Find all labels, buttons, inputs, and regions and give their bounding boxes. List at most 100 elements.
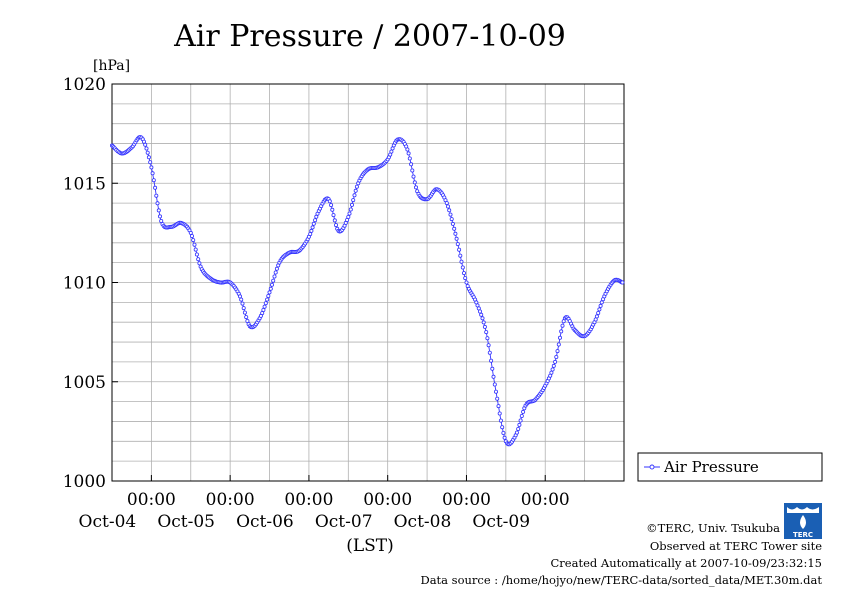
legend-box — [637, 452, 823, 482]
series-point — [311, 221, 316, 226]
series-point — [273, 270, 278, 275]
series-point — [449, 217, 454, 222]
x-tick-date-label: Oct-04 — [79, 512, 137, 532]
series-point — [447, 208, 452, 213]
series-point — [491, 374, 496, 379]
grid-lines — [112, 84, 624, 481]
series-point — [489, 358, 494, 363]
series-point — [556, 342, 561, 347]
series-point — [309, 228, 314, 233]
series-point — [354, 184, 359, 189]
series-point — [242, 310, 247, 315]
series-point — [445, 204, 450, 209]
series-point — [153, 185, 158, 190]
series-point — [457, 247, 462, 252]
series-point — [331, 213, 336, 218]
series-point — [389, 149, 394, 154]
series-point — [351, 198, 356, 203]
series-point — [194, 252, 199, 257]
series-point — [497, 411, 502, 416]
x-tick-time-label: 00:00 — [127, 490, 176, 510]
series-point — [332, 218, 337, 223]
series-point — [239, 297, 244, 302]
series-point — [268, 286, 273, 291]
x-tick-time-label: 00:00 — [284, 490, 333, 510]
series-point — [330, 207, 335, 212]
series-point — [495, 396, 500, 401]
series-point — [559, 329, 564, 334]
series-point — [352, 193, 357, 198]
series-point — [480, 316, 485, 321]
series-point — [197, 261, 202, 266]
series-point — [455, 242, 460, 247]
series-point — [193, 247, 198, 252]
logo-text: TERC — [793, 531, 813, 539]
series-point — [188, 230, 193, 235]
x-tick-date-label: Oct-06 — [236, 512, 294, 532]
legend-entry-air-pressure: Air Pressure — [663, 458, 759, 476]
series-point — [492, 382, 497, 387]
series-point — [148, 160, 153, 165]
x-tick-time-label: 00:00 — [442, 490, 491, 510]
series-point — [310, 225, 315, 230]
series-point — [146, 155, 151, 160]
series-point — [452, 226, 457, 231]
series-point — [155, 201, 160, 206]
series-point — [459, 259, 464, 264]
series-point — [262, 304, 267, 309]
series-point — [240, 301, 245, 306]
series-point — [554, 354, 559, 359]
series-point — [329, 203, 334, 208]
y-tick-label: 1015 — [63, 174, 106, 194]
series-point — [482, 324, 487, 329]
series-point — [157, 214, 162, 219]
series-point — [266, 293, 271, 298]
series-point — [413, 185, 418, 190]
series-point — [406, 151, 411, 156]
series-point — [463, 276, 468, 281]
y-tick-label: 1000 — [63, 472, 106, 492]
series-point — [267, 290, 272, 295]
series-point — [144, 146, 149, 151]
series-point — [156, 208, 161, 213]
series-point — [192, 242, 197, 247]
series-point — [558, 335, 563, 340]
legend-swatch-marker — [649, 464, 655, 470]
series-point — [517, 422, 522, 427]
series-point — [191, 238, 196, 243]
series-point — [348, 207, 353, 212]
observed-text: Observed at TERC Tower site — [650, 539, 822, 553]
series-point — [501, 430, 506, 435]
series-point — [237, 294, 242, 299]
series-point — [308, 232, 313, 237]
series-point — [333, 223, 338, 228]
series-point — [405, 147, 410, 152]
series-point — [461, 271, 466, 276]
series-point — [151, 178, 156, 183]
series-point — [412, 180, 417, 185]
series-point — [274, 266, 279, 271]
series-point — [313, 218, 318, 223]
y-tick-label: 1010 — [63, 274, 106, 294]
footer: ©TERC, Univ. Tsukuba Observed at TERC To… — [420, 521, 822, 587]
series-point — [244, 315, 249, 320]
series-point — [498, 418, 503, 423]
series-point — [265, 297, 270, 302]
series-point — [599, 300, 604, 305]
series-point — [519, 413, 524, 418]
legend: Air Pressure — [637, 452, 823, 482]
series-point — [493, 389, 498, 394]
series-point — [597, 307, 602, 312]
series-point — [143, 142, 148, 147]
y-axis-unit-label: [hPa] — [93, 58, 130, 74]
logo-drop-shape — [800, 515, 806, 529]
series-point — [594, 314, 599, 319]
series-point — [490, 366, 495, 371]
x-tick-time-label: 00:00 — [363, 490, 412, 510]
series-point — [261, 307, 266, 312]
series-point — [596, 310, 601, 315]
series-point — [518, 418, 523, 423]
series-point — [514, 430, 519, 435]
series-point — [550, 367, 555, 372]
